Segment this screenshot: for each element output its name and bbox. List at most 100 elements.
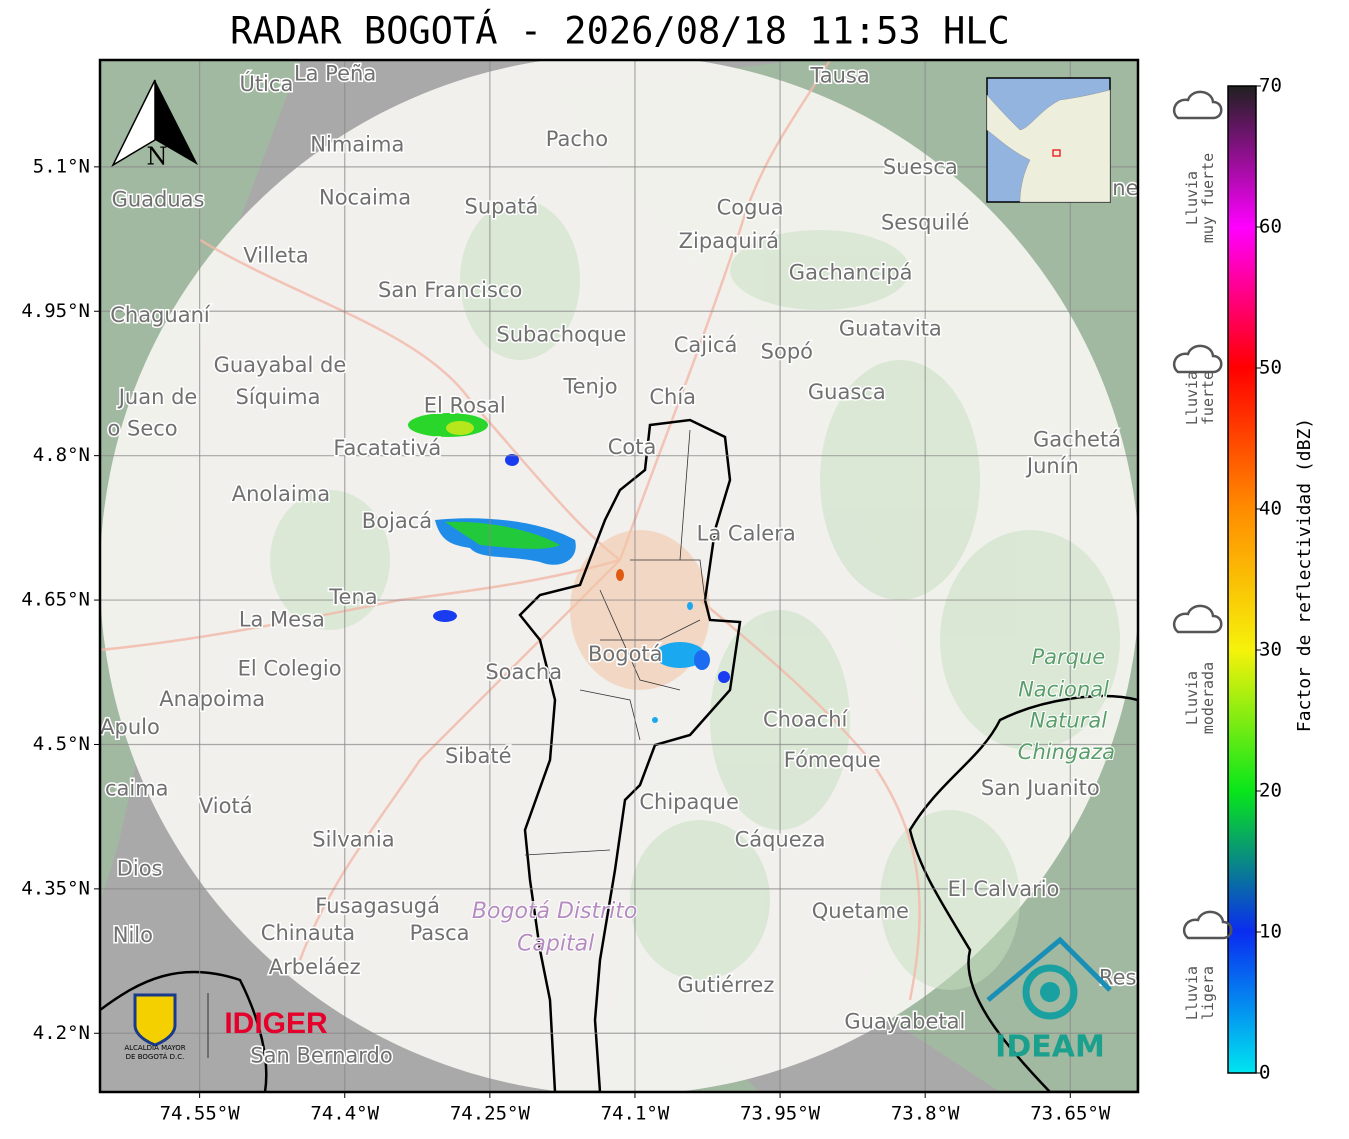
place-label: Soacha bbox=[485, 660, 562, 684]
intensity-label: Lluvia bbox=[1183, 671, 1201, 725]
colorbar-tick-label: 0 bbox=[1259, 1062, 1270, 1084]
place-label: Tausa bbox=[809, 63, 869, 87]
place-label: Villeta bbox=[243, 243, 308, 267]
intensity-label: moderada bbox=[1199, 662, 1217, 734]
map-frame bbox=[98, 58, 1140, 1094]
north-label: N bbox=[147, 143, 168, 171]
place-label: San Juanito bbox=[981, 776, 1100, 800]
place-label: Nilo bbox=[113, 923, 153, 947]
place-label: Choachí bbox=[763, 707, 849, 731]
place-label: Pacho bbox=[546, 127, 608, 151]
x-tick-label: 73.65°W bbox=[1030, 1103, 1111, 1125]
place-label: Nocaima bbox=[319, 186, 411, 210]
logo-alcaldia: ALCALDÍA MAYOR DE BOGOTÁ D.C. bbox=[124, 993, 209, 1061]
area-label: Chingaza bbox=[1018, 740, 1115, 764]
place-label: Tenjo bbox=[562, 374, 617, 398]
place-label: Bogotá bbox=[588, 642, 663, 666]
place-label: Pasca bbox=[410, 921, 470, 945]
y-tick-label: 4.5°N bbox=[33, 733, 90, 755]
place-labels: Útica La Peña Tausa Pacho Nimaima Guaduas Noca… bbox=[100, 60, 1138, 1069]
map: Útica La Peña Tausa Pacho Nimaima Guaduas Noca… bbox=[100, 60, 1138, 1092]
x-tick-label: 73.8°W bbox=[891, 1103, 960, 1125]
intensity-label: Lluvia bbox=[1183, 171, 1201, 225]
place-label: ne bbox=[1112, 176, 1138, 200]
place-label: Juan de bbox=[117, 385, 198, 409]
place-label: Zipaquirá bbox=[679, 229, 779, 253]
colorbar-tick-label: 10 bbox=[1259, 921, 1282, 943]
x-tick-label: 74.25°W bbox=[450, 1103, 531, 1125]
place-label: Guayabal de bbox=[214, 353, 347, 377]
radar-echoes bbox=[408, 413, 730, 723]
y-tick-label: 4.8°N bbox=[33, 444, 90, 466]
place-label: Dios bbox=[117, 857, 163, 881]
y-tick-label: 5.1°N bbox=[33, 155, 90, 177]
place-label: La Mesa bbox=[239, 607, 325, 631]
x-tick-label: 74.1°W bbox=[601, 1103, 670, 1125]
place-label: Chía bbox=[649, 385, 696, 409]
localities bbox=[524, 429, 706, 856]
place-label: Tena bbox=[328, 585, 377, 609]
place-label: Viotá bbox=[199, 794, 253, 818]
colorbar-tick-label: 60 bbox=[1259, 216, 1282, 238]
intensity-label: fuerte bbox=[1199, 371, 1217, 425]
area-label: Nacional bbox=[1018, 678, 1109, 702]
place-label: Cogua bbox=[717, 195, 784, 219]
place-label: Arbeláez bbox=[269, 955, 361, 979]
place-label: Síquima bbox=[236, 385, 321, 409]
inset-map bbox=[986, 77, 1111, 203]
axes: 74.55°W 74.4°W 74.25°W 74.1°W 73.95°W 73.8°W 7… bbox=[21, 155, 1111, 1124]
place-label: Fusagasugá bbox=[315, 894, 440, 918]
colorbar-tick-label: 30 bbox=[1259, 639, 1282, 661]
place-label: Silvania bbox=[312, 828, 394, 852]
place-label: Suesca bbox=[883, 155, 958, 179]
x-tick-label: 74.4°W bbox=[310, 1103, 379, 1125]
place-label: El Rosal bbox=[424, 394, 506, 418]
place-label: Anapoima bbox=[159, 687, 265, 711]
place-label: Sopó bbox=[761, 340, 813, 364]
colorbar-axis: 0 10 20 30 40 50 60 70 bbox=[1256, 75, 1282, 1084]
place-label: Facatativá bbox=[333, 436, 441, 460]
place-label: Cáqueza bbox=[735, 828, 826, 852]
place-label: Gutiérrez bbox=[677, 973, 774, 997]
dist-label: Capital bbox=[517, 932, 594, 957]
place-label: Sibaté bbox=[445, 744, 512, 768]
place-label: Apulo bbox=[100, 715, 160, 739]
grid bbox=[100, 60, 1138, 1092]
place-label: Junín bbox=[1025, 454, 1079, 478]
place-label: Chaguaní bbox=[110, 303, 211, 327]
colorbar-tick-label: 20 bbox=[1259, 780, 1282, 802]
place-label: Gachetá bbox=[1033, 427, 1121, 451]
colorbar-tick-label: 50 bbox=[1259, 357, 1282, 379]
place-label: Quetame bbox=[812, 899, 909, 923]
place-label: o Seco bbox=[107, 417, 177, 441]
area-label: Parque bbox=[1031, 645, 1105, 669]
place-label: Guayabetal bbox=[844, 1010, 965, 1034]
place-label: Guaduas bbox=[112, 188, 205, 212]
alcaldia-line1: ALCALDÍA MAYOR bbox=[124, 1043, 185, 1052]
colorbar-label: Factor de reflectividad (dBZ) bbox=[1294, 418, 1315, 732]
dept-boundary bbox=[908, 694, 1138, 1092]
place-label: La Peña bbox=[294, 61, 376, 85]
place-label: Guatavita bbox=[839, 317, 942, 341]
place-label: San Francisco bbox=[378, 278, 522, 302]
place-label: Chinauta bbox=[261, 921, 355, 945]
logo-idiger: IDIGER bbox=[224, 1007, 328, 1040]
place-label: Cota bbox=[608, 435, 657, 459]
place-label: Bojacá bbox=[362, 509, 432, 533]
place-label: Supatá bbox=[464, 194, 538, 218]
colorbar-tick-label: 70 bbox=[1259, 75, 1282, 97]
place-label: Subachoque bbox=[496, 322, 626, 346]
colorbar bbox=[1227, 85, 1257, 1074]
place-label: caima bbox=[105, 777, 169, 801]
area-label: Natural bbox=[1030, 708, 1108, 732]
colorbar-tick-label: 40 bbox=[1259, 498, 1282, 520]
intensity-label: ligera bbox=[1199, 966, 1217, 1020]
y-tick-label: 4.35°N bbox=[21, 877, 90, 899]
x-tick-label: 73.95°W bbox=[740, 1103, 821, 1125]
place-label: Chipaque bbox=[639, 790, 739, 814]
place-label: Útica bbox=[239, 71, 293, 96]
place-label: Nimaima bbox=[310, 133, 404, 157]
y-tick-label: 4.2°N bbox=[33, 1022, 90, 1044]
